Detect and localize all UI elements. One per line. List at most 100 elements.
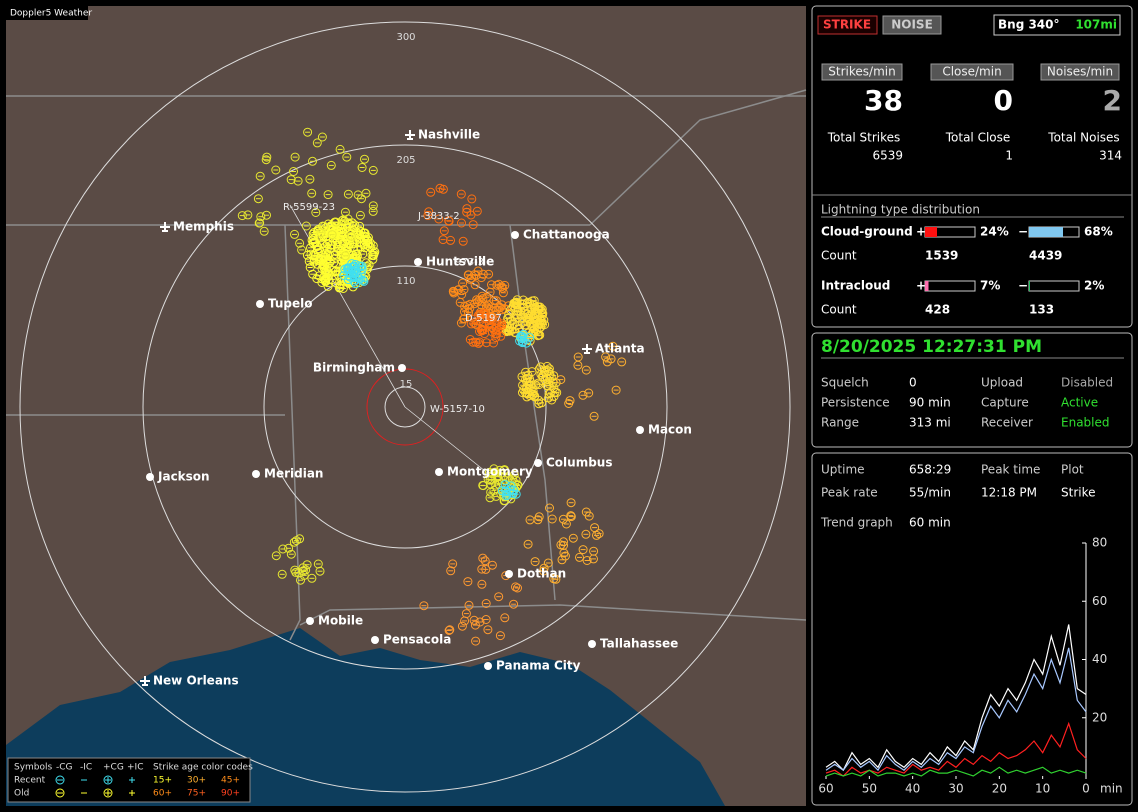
strike-symbol bbox=[477, 579, 487, 589]
strike-symbol bbox=[356, 262, 366, 272]
status-value: Disabled bbox=[1061, 376, 1113, 390]
legend-age: 45+ bbox=[221, 776, 240, 786]
strike-symbol bbox=[485, 493, 495, 503]
strike-symbol bbox=[581, 507, 591, 517]
strike-symbol bbox=[512, 321, 522, 330]
strike-symbol bbox=[289, 537, 299, 547]
strike-symbol bbox=[530, 391, 540, 401]
strike-symbol bbox=[507, 474, 517, 484]
strike-symbol bbox=[477, 564, 487, 574]
strike-symbol bbox=[290, 565, 300, 575]
strike-symbol bbox=[475, 337, 485, 347]
strike-symbol bbox=[271, 551, 281, 561]
strike-symbol bbox=[489, 464, 499, 474]
strike-button-label[interactable]: STRIKE bbox=[823, 18, 871, 32]
strike-symbol bbox=[539, 566, 549, 576]
city-dot bbox=[435, 468, 443, 476]
strike-symbol bbox=[534, 318, 544, 328]
strike-symbol bbox=[293, 176, 303, 186]
total-value: 1 bbox=[1005, 149, 1013, 163]
strike-symbol bbox=[290, 152, 300, 162]
strike-symbol bbox=[485, 287, 495, 297]
strike-symbol bbox=[315, 233, 325, 243]
range-label: 205 bbox=[396, 155, 415, 166]
city-dot bbox=[511, 231, 519, 239]
strike-symbol bbox=[534, 302, 544, 312]
strike-symbol bbox=[575, 552, 584, 562]
pct-bar bbox=[1029, 227, 1063, 237]
strike-symbol bbox=[322, 244, 332, 254]
strike-symbol bbox=[344, 239, 354, 249]
strike-symbol bbox=[466, 210, 476, 220]
strike-symbol bbox=[497, 319, 507, 329]
sign: − bbox=[1018, 279, 1028, 293]
strike-symbol bbox=[578, 545, 588, 555]
x-tick-label: 40 bbox=[905, 782, 920, 796]
legend-age: 30+ bbox=[187, 776, 206, 786]
status-label: Persistence bbox=[821, 396, 890, 410]
strike-symbol bbox=[313, 559, 323, 569]
strike-symbol bbox=[481, 599, 491, 608]
strike-symbol bbox=[295, 238, 305, 248]
strike-symbol bbox=[348, 271, 358, 281]
strike-symbol bbox=[343, 189, 353, 199]
strike-symbol bbox=[465, 335, 475, 344]
strike-symbol bbox=[551, 574, 561, 584]
total-label: Total Noises bbox=[1047, 131, 1119, 145]
strike-symbol bbox=[444, 216, 454, 226]
strike-symbol bbox=[484, 320, 494, 329]
strike-symbol bbox=[475, 327, 484, 336]
rate-label: Noises/min bbox=[1047, 65, 1113, 79]
noise-button[interactable] bbox=[882, 15, 942, 35]
pct-label: 7% bbox=[980, 279, 1000, 293]
status-label: Capture bbox=[981, 396, 1029, 410]
strike-symbol bbox=[520, 308, 530, 318]
strike-symbol bbox=[357, 194, 366, 204]
strike-symbol bbox=[347, 259, 357, 269]
city-dot bbox=[636, 426, 644, 434]
strike-symbol bbox=[522, 373, 532, 383]
trend-label: Trend graph bbox=[820, 516, 893, 530]
city-label: Panama City bbox=[496, 659, 581, 673]
strike-symbol bbox=[483, 625, 493, 635]
strike-symbol bbox=[342, 152, 352, 162]
strike-symbol bbox=[368, 201, 378, 211]
strike-symbol bbox=[331, 253, 341, 263]
strike-symbol bbox=[539, 563, 549, 573]
strike-symbol bbox=[513, 306, 523, 316]
strike-symbol bbox=[460, 302, 470, 311]
strike-symbol bbox=[475, 617, 485, 627]
strike-symbol bbox=[482, 303, 492, 313]
strike-symbol bbox=[463, 577, 473, 587]
distance: 107mi bbox=[1075, 18, 1117, 32]
legend-age: 15+ bbox=[153, 776, 172, 786]
strike-symbol bbox=[457, 621, 467, 631]
trend-value: 60 min bbox=[909, 516, 951, 530]
x-tick-label: 20 bbox=[992, 782, 1007, 796]
strike-symbol bbox=[335, 144, 345, 154]
strike-symbol bbox=[482, 292, 492, 302]
legend-age: 75+ bbox=[187, 789, 206, 799]
strike-symbol bbox=[589, 546, 599, 556]
strike-symbol bbox=[464, 600, 474, 610]
legend-header: -CG bbox=[56, 763, 73, 773]
strike-symbol bbox=[561, 519, 571, 529]
pct-label: 68% bbox=[1084, 225, 1113, 239]
strike-symbol bbox=[564, 399, 574, 408]
strike-symbol bbox=[482, 338, 491, 348]
strike-symbol bbox=[536, 362, 546, 372]
strike-button[interactable] bbox=[817, 15, 878, 35]
strike-symbol bbox=[278, 544, 288, 554]
strike-symbol bbox=[314, 253, 324, 263]
strike-symbol bbox=[323, 190, 333, 200]
strike-symbol bbox=[319, 263, 329, 273]
x-tick-label: 30 bbox=[948, 782, 963, 796]
noise-button-label[interactable]: NOISE bbox=[891, 18, 933, 32]
strike-symbol bbox=[253, 194, 263, 204]
strike-symbol bbox=[525, 376, 535, 386]
strike-symbol bbox=[484, 269, 494, 279]
strike-symbol bbox=[525, 515, 535, 525]
strike-symbol bbox=[256, 212, 266, 222]
rate-value: 2 bbox=[1103, 84, 1122, 117]
storm-label: 973-3 bbox=[455, 257, 484, 268]
